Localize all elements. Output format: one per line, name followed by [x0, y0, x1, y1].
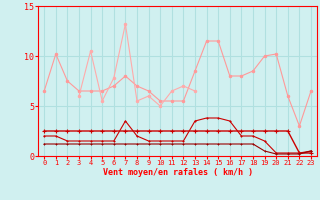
X-axis label: Vent moyen/en rafales ( km/h ): Vent moyen/en rafales ( km/h ) [103, 168, 252, 177]
